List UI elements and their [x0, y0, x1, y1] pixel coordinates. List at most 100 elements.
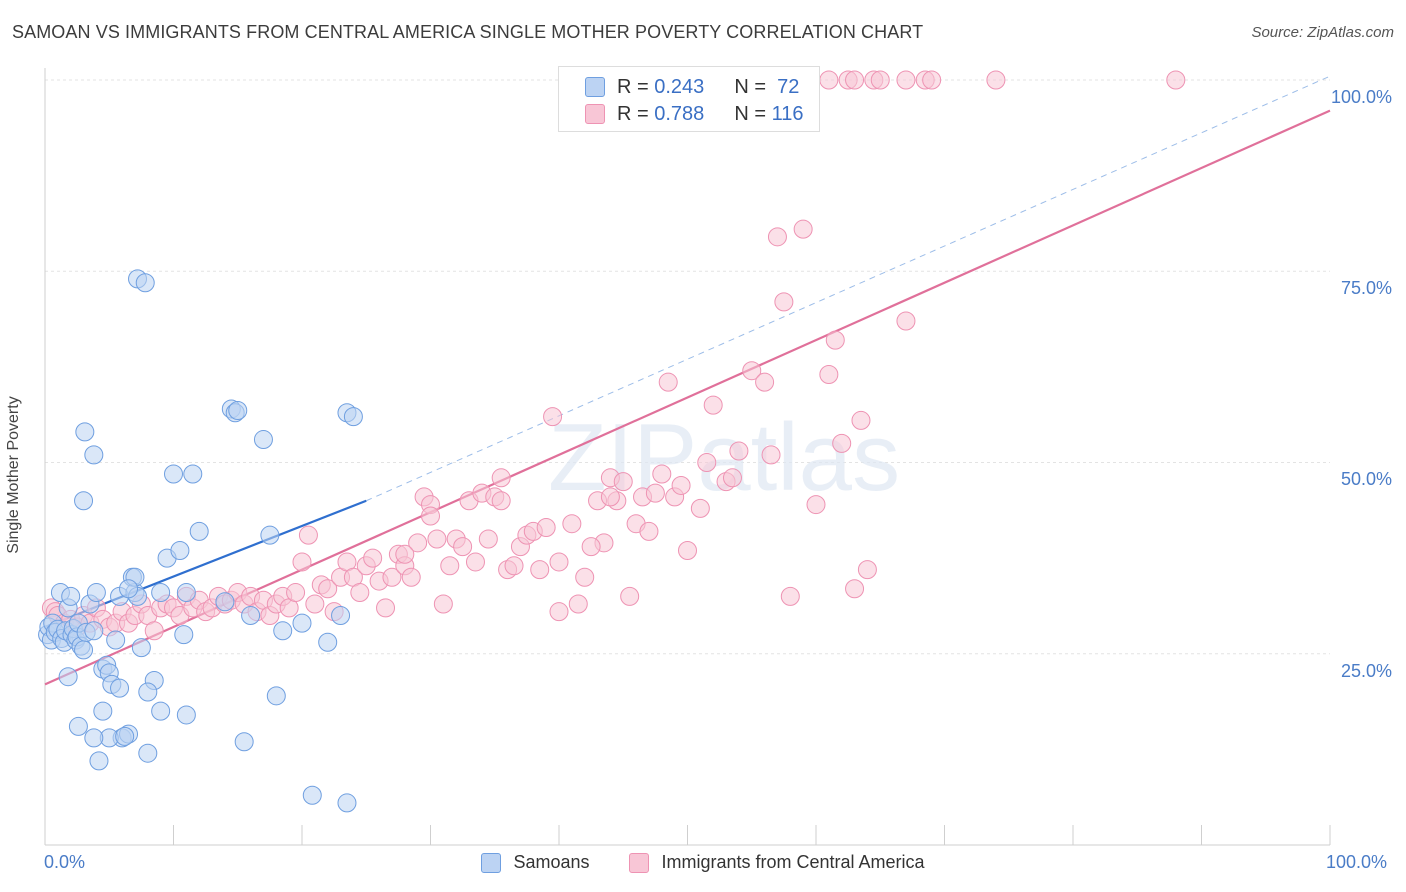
point-samoans	[343, 407, 363, 427]
point-samoans	[74, 491, 94, 511]
point-samoans	[337, 793, 357, 813]
legend-label-samoans: Samoans	[513, 852, 590, 872]
point-samoans	[131, 638, 151, 658]
point-central-america	[600, 487, 620, 507]
axes	[44, 68, 1331, 846]
point-central-america	[722, 468, 742, 488]
point-central-america	[819, 70, 839, 90]
point-central-america	[1166, 70, 1186, 90]
point-central-america	[652, 464, 672, 484]
point-samoans	[135, 273, 155, 293]
x-tick-label-min: 0.0%	[44, 852, 86, 872]
point-central-america	[742, 361, 762, 381]
point-central-america	[478, 529, 498, 549]
series-legend: Samoans Immigrants from Central America	[0, 852, 1406, 873]
y-tick-label-75: 75.0%	[1340, 278, 1392, 298]
stats-legend: R = 0.243 N = 72 R = 0.788 N = 116	[558, 66, 820, 132]
legend-r-value: 0.243	[654, 75, 705, 98]
point-central-america	[806, 495, 826, 515]
y-tick-label-25: 25.0%	[1340, 661, 1392, 681]
legend-n-value: 116	[771, 102, 804, 125]
point-samoans	[241, 606, 261, 625]
point-central-america	[305, 594, 325, 614]
point-central-america	[549, 602, 569, 622]
point-samoans	[74, 640, 94, 660]
data-points	[38, 70, 1186, 813]
point-samoans	[84, 445, 104, 465]
point-central-america	[491, 468, 511, 488]
point-samoans	[174, 625, 194, 645]
legend-label-central-america: Immigrants from Central America	[661, 852, 925, 872]
point-central-america	[729, 441, 749, 461]
chart-source: Source: ZipAtlas.com	[1251, 24, 1394, 41]
y-tick-label-100: 100.0%	[1330, 87, 1392, 107]
point-central-america	[851, 410, 871, 430]
point-central-america	[504, 556, 524, 576]
point-central-america	[433, 594, 453, 614]
point-central-america	[671, 475, 691, 495]
legend-r-label: R =	[617, 75, 649, 98]
legend-n-label: N =	[734, 75, 766, 98]
point-central-america	[427, 529, 447, 549]
point-samoans	[61, 586, 81, 606]
point-central-america	[440, 556, 460, 576]
point-samoans	[260, 525, 280, 545]
point-central-america	[408, 533, 428, 553]
point-central-america	[774, 292, 794, 312]
point-samoans	[138, 682, 158, 702]
point-samoans	[176, 705, 196, 725]
chart-title: SAMOAN VS IMMIGRANTS FROM CENTRAL AMERIC…	[12, 22, 924, 42]
legend-r-value: 0.788	[654, 102, 705, 125]
point-central-america	[581, 537, 601, 557]
x-tick-label-max: 100.0%	[1326, 852, 1388, 872]
point-central-america	[690, 498, 710, 518]
point-central-america	[382, 567, 402, 587]
point-samoans	[273, 621, 293, 641]
point-central-america	[350, 583, 370, 603]
point-central-america	[613, 472, 633, 492]
point-central-america	[697, 453, 717, 472]
y-tick-label-50: 50.0%	[1340, 469, 1392, 489]
point-central-america	[645, 483, 665, 503]
point-central-america	[376, 598, 396, 618]
point-central-america	[562, 514, 582, 534]
point-central-america	[395, 544, 415, 564]
point-central-america	[491, 491, 511, 511]
point-samoans	[302, 785, 322, 805]
point-central-america	[793, 219, 813, 239]
legend-item-samoans: Samoans	[481, 852, 589, 873]
point-samoans	[75, 422, 95, 442]
point-samoans	[110, 678, 130, 698]
point-samoans	[234, 732, 254, 752]
point-central-america	[536, 518, 556, 538]
point-samoans	[292, 613, 312, 633]
point-samoans	[138, 743, 158, 763]
grid-lines	[45, 79, 1330, 655]
legend-row-central-america: R = 0.788 N = 116	[585, 100, 803, 128]
point-samoans	[86, 583, 106, 603]
point-central-america	[401, 567, 421, 587]
point-samoans	[84, 728, 104, 748]
point-samoans	[331, 606, 351, 625]
point-central-america	[825, 330, 845, 350]
point-samoans	[318, 632, 338, 652]
point-samoans	[176, 583, 196, 603]
point-central-america	[620, 586, 640, 606]
point-central-america	[575, 567, 595, 587]
point-samoans	[93, 701, 113, 721]
y-axis-label: Single Mother Poverty	[5, 396, 22, 554]
point-samoans	[151, 701, 171, 721]
point-central-america	[832, 433, 852, 453]
legend-n-value: 72	[777, 75, 800, 98]
point-central-america	[543, 407, 563, 427]
point-samoans	[151, 583, 171, 603]
point-central-america	[298, 525, 318, 545]
point-central-america	[678, 540, 697, 560]
point-samoans	[170, 540, 190, 560]
point-central-america	[845, 70, 865, 90]
legend-swatch-central-america	[585, 104, 605, 124]
point-samoans	[89, 751, 109, 771]
point-central-america	[286, 583, 306, 603]
legend-swatch-samoans	[481, 852, 502, 873]
point-samoans	[106, 630, 126, 650]
